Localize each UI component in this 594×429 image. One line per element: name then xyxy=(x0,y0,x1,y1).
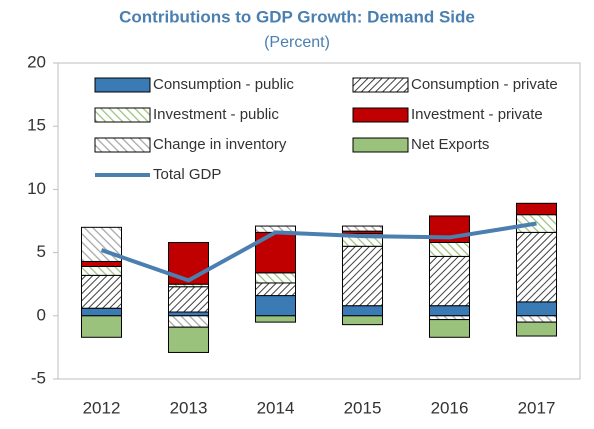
legend-label: Consumption - public xyxy=(153,76,294,93)
bar-segment xyxy=(341,245,384,307)
bar-segment xyxy=(341,315,384,326)
bar-segment xyxy=(341,305,384,317)
x-tick-label: 2012 xyxy=(83,398,121,417)
y-tick-label: 10 xyxy=(27,179,46,198)
legend-swatch xyxy=(94,77,151,93)
bar-segment xyxy=(428,305,471,317)
bar-segment xyxy=(428,255,471,307)
legend-label: Change in inventory xyxy=(153,136,287,153)
bar-segment xyxy=(254,282,297,297)
total-line xyxy=(100,221,537,283)
legend-swatch xyxy=(352,137,409,153)
bar-segment xyxy=(80,260,123,268)
legend-label: Consumption - private xyxy=(411,76,558,93)
legend-label: Total GDP xyxy=(153,166,221,183)
x-tick-label: 2017 xyxy=(518,398,556,417)
y-tick-label: 20 xyxy=(27,52,46,71)
legend-swatch xyxy=(94,107,151,123)
bar-segment xyxy=(80,274,123,309)
bar-segment xyxy=(515,214,558,233)
x-tick-label: 2014 xyxy=(257,398,295,417)
bar-segment xyxy=(80,315,123,338)
bar-segment xyxy=(428,315,471,321)
bar-segment xyxy=(167,315,210,328)
bar-segment xyxy=(254,315,297,323)
y-tick-label: -5 xyxy=(31,368,46,387)
legend-label: Investment - private xyxy=(411,106,543,123)
y-tick-label: 15 xyxy=(27,116,46,135)
x-tick-label: 2015 xyxy=(344,398,382,417)
bar-segment xyxy=(167,326,210,353)
legend-label: Investment - public xyxy=(153,106,279,123)
legend-swatch xyxy=(352,77,409,93)
legend-swatch xyxy=(352,107,409,123)
y-tick-label: 5 xyxy=(37,242,46,261)
bar-segment xyxy=(254,295,297,317)
bar-segment xyxy=(167,311,210,317)
bar-segment xyxy=(254,272,297,284)
bar-segment xyxy=(80,266,123,276)
legend-label: Net Exports xyxy=(411,136,489,153)
bar-segment xyxy=(341,225,384,232)
x-tick-label: 2016 xyxy=(431,398,469,417)
x-tick-label: 2013 xyxy=(170,398,208,417)
bar-segment xyxy=(515,301,558,317)
bar-segment xyxy=(515,315,558,323)
legend-swatch xyxy=(94,137,151,153)
bar-segment xyxy=(167,241,210,285)
bar-segment xyxy=(515,202,558,216)
bar-segment xyxy=(428,241,471,257)
bar-segment xyxy=(515,231,558,303)
y-tick-label: 0 xyxy=(37,305,46,324)
chart-title: Contributions to GDP Growth: Demand Side xyxy=(119,7,475,26)
bar-segment xyxy=(428,319,471,338)
bar-segment xyxy=(515,321,558,337)
bar-segment xyxy=(167,286,210,313)
chart-subtitle: (Percent) xyxy=(264,34,330,51)
plot-frame xyxy=(57,62,581,380)
bar-segment xyxy=(80,307,123,317)
